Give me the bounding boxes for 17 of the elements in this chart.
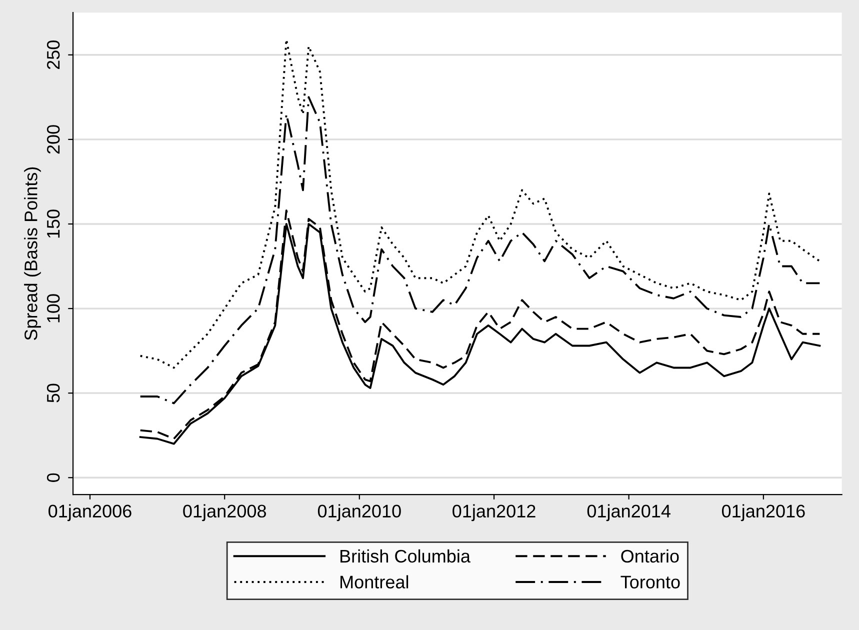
legend-label: British Columbia <box>340 549 470 563</box>
y-tick-label: 250 <box>46 40 60 70</box>
x-tick-label: 01jan2014 <box>587 504 670 522</box>
y-tick-label: 200 <box>46 125 60 154</box>
x-tick-label: 01jan2008 <box>183 504 266 522</box>
legend-label: Ontario <box>621 549 679 563</box>
legend-label: Montreal <box>340 575 408 588</box>
y-tick-label: 150 <box>46 210 60 238</box>
y-axis-title: Spread (Basis Points) <box>24 167 41 340</box>
y-tick-label: 50 <box>46 384 60 402</box>
y-tick-label: 100 <box>46 294 60 322</box>
legend-label: Toronto <box>620 576 680 588</box>
x-tick-label: 01jan2012 <box>452 504 536 522</box>
x-tick-label: 01jan2006 <box>48 504 132 522</box>
y-tick-label: 0 <box>46 473 60 482</box>
x-tick-label: 01jan2016 <box>722 504 805 522</box>
x-tick-label: 01jan2010 <box>318 504 401 522</box>
